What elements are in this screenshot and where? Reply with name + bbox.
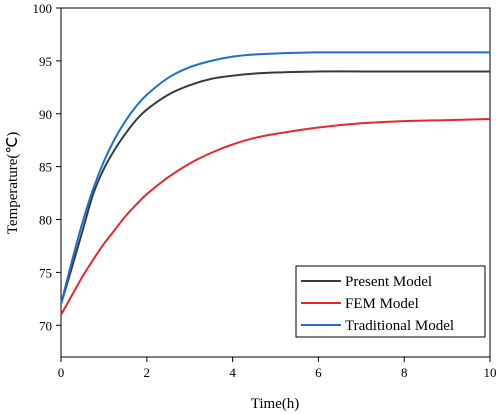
- series-line-present-model: [60, 70, 490, 305]
- x-tick-label: 4: [229, 365, 236, 380]
- series-layer: [60, 51, 491, 316]
- x-tick-label: 6: [315, 365, 322, 380]
- legend-label-fem-model: FEM Model: [345, 296, 419, 312]
- x-tick-label: 10: [484, 365, 497, 380]
- y-axis-label: Temperature(℃): [5, 132, 21, 234]
- y-tick-label: 85: [39, 160, 52, 175]
- y-tick-label: 80: [39, 213, 52, 228]
- legend: Present Model FEM Model Traditional Model: [295, 265, 486, 338]
- y-tick-label: 90: [39, 107, 52, 122]
- legend-label-present-model: Present Model: [345, 274, 432, 290]
- series-line-fem-model: [60, 118, 491, 316]
- series-line-traditional-model: [60, 51, 490, 305]
- x-tick-label: 0: [58, 365, 65, 380]
- legend-label-traditional-model: Traditional Model: [345, 318, 454, 334]
- y-tick-label: 70: [39, 318, 52, 333]
- plot-border: [60, 7, 491, 358]
- y-tick-label: 95: [39, 54, 52, 69]
- plot-frame: [60, 7, 491, 358]
- y-tick-label: 75: [39, 265, 52, 280]
- x-tick-label: 2: [144, 365, 151, 380]
- tick-layer: 0 2 4 6 8 10 70 75 80 85 90 95 100: [33, 1, 497, 380]
- x-axis-label: Time(h): [251, 396, 300, 412]
- x-tick-label: 8: [401, 365, 408, 380]
- legend-items: Present Model FEM Model Traditional Model: [301, 274, 454, 334]
- y-tick-label: 100: [33, 1, 53, 16]
